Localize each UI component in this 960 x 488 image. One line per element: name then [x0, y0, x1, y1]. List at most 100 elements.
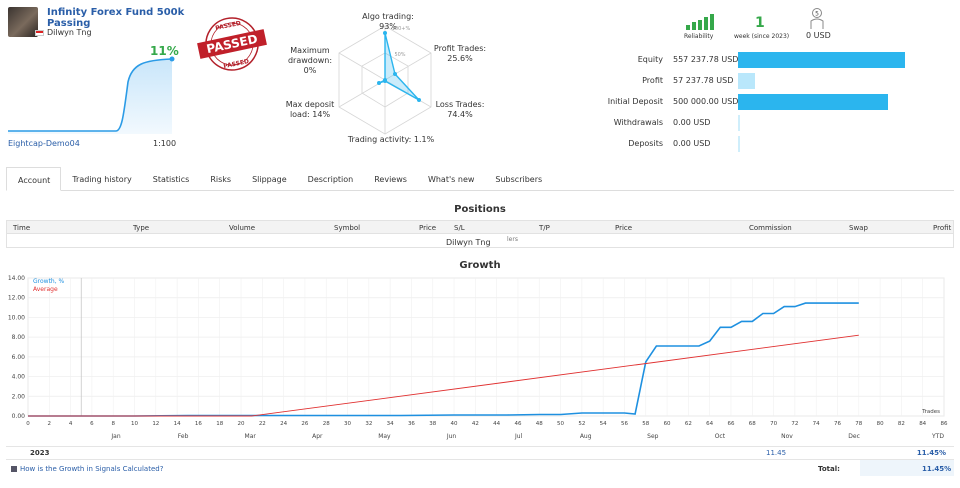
finance-row-deposits: Deposits 0.00 USD	[600, 136, 940, 152]
plot-frame	[27, 277, 945, 417]
column-header-t-p[interactable]: T/P	[539, 224, 550, 232]
tab-statistics[interactable]: Statistics	[152, 175, 190, 184]
x-tick-label: 46	[514, 421, 521, 427]
x-tick-label: 20	[238, 421, 245, 427]
tab-account[interactable]: Account	[6, 167, 62, 191]
account-server-link[interactable]: Eightcap-Demo04	[8, 139, 80, 148]
x-tick-label: 24	[280, 421, 287, 427]
month-label: Jun	[446, 433, 457, 440]
finance-label: Deposits	[628, 139, 663, 148]
finance-row-profit: Profit 57 237.78 USD	[600, 73, 940, 89]
x-tick-label: 80	[877, 421, 884, 427]
x-tick-label: 84	[919, 421, 926, 427]
series-line-growth	[28, 302, 859, 417]
x-tick-label: 78	[855, 421, 862, 427]
finance-bar	[738, 73, 756, 89]
author-name[interactable]: Dilwyn Tng	[47, 28, 92, 37]
x-tick-label: 4	[69, 421, 73, 427]
growth-calc-link[interactable]: How is the Growth in Signals Calculated?	[11, 465, 163, 473]
x-tick-label: 68	[749, 421, 756, 427]
tab-what-s-new[interactable]: What's new	[427, 175, 475, 184]
positions-title: Positions	[454, 204, 506, 215]
x-tick-label: 2	[48, 421, 52, 427]
finance-value: 557 237.78 USD	[673, 55, 739, 64]
growth-percent: 11%	[150, 44, 179, 58]
x-tick-label: 64	[706, 421, 713, 427]
avatar	[8, 7, 38, 37]
finance-label: Profit	[642, 76, 663, 85]
growth-calc-link-text[interactable]: How is the Growth in Signals Calculated?	[20, 465, 164, 473]
column-header-profit[interactable]: Profit	[933, 224, 952, 232]
y-tick-label: 12.00	[8, 295, 25, 302]
column-header-time[interactable]: Time	[13, 224, 31, 232]
y-tick-label: 14.00	[8, 275, 25, 282]
finance-value: 500 000.00 USD	[673, 97, 739, 106]
y-tick-label: 10.00	[8, 314, 25, 321]
x-tick-label: 34	[387, 421, 394, 427]
column-header-commission[interactable]: Commission	[749, 224, 792, 232]
subscribers-person-icon: 5	[810, 8, 824, 29]
x-tick-label: 28	[323, 421, 330, 427]
column-header-swap[interactable]: Swap	[849, 224, 868, 232]
x-tick-label: 30	[344, 421, 351, 427]
total-label: Total:	[818, 465, 840, 473]
total-value: 11.45%	[922, 465, 952, 473]
column-header-price[interactable]: Price	[419, 224, 437, 232]
column-header-volume[interactable]: Volume	[229, 224, 256, 232]
x-tick-label: 40	[451, 421, 458, 427]
finance-label: Equity	[637, 55, 663, 64]
month-label: Aug	[580, 433, 592, 440]
x-tick-label: 22	[259, 421, 266, 427]
positions-table-header: Time Type Volume Symbol Price S/L T/P Price Comm…	[6, 220, 954, 234]
tab-risks[interactable]: Risks	[210, 175, 232, 184]
tab-trading-history[interactable]: Trading history	[72, 175, 132, 184]
x-tick-label: 16	[195, 421, 202, 427]
flag-icon	[35, 30, 44, 36]
year-month-value: 11.45	[766, 449, 787, 457]
column-header-s-l[interactable]: S/L	[454, 224, 465, 232]
signal-subtitle: Passing	[47, 18, 91, 29]
month-label: May	[378, 433, 391, 440]
x-tick-label: 50	[557, 421, 564, 427]
column-header-price[interactable]: Price	[615, 224, 633, 232]
x-tick-label: 58	[642, 421, 649, 427]
y-tick-label: 4.00	[12, 374, 26, 381]
x-tick-label: 10	[131, 421, 138, 427]
tab-subscribers[interactable]: Subscribers	[495, 175, 543, 184]
subscription-price: 0 USD	[806, 31, 831, 40]
positions-table-body	[6, 234, 954, 248]
month-label: Oct	[715, 433, 726, 440]
x-tick-label: 18	[216, 421, 223, 427]
finance-bar	[738, 52, 905, 68]
x-tick-label: 42	[472, 421, 479, 427]
x-tick-label: 26	[301, 421, 308, 427]
tab-reviews[interactable]: Reviews	[374, 175, 407, 184]
column-header-symbol[interactable]: Symbol	[334, 224, 361, 232]
x-tick-label: 6	[90, 421, 94, 427]
finance-bar	[738, 115, 740, 131]
month-label: Mar	[245, 433, 257, 440]
x-axis-label: Trades	[921, 409, 940, 415]
month-label: Dec	[848, 433, 860, 440]
radar-tick-50: 50%	[394, 52, 406, 58]
reliability-bars-icon	[686, 14, 714, 30]
subscribers-count: 5	[815, 11, 819, 18]
month-label: Sep	[647, 433, 659, 440]
column-header-type[interactable]: Type	[133, 224, 150, 232]
tab-description[interactable]: Description	[307, 175, 354, 184]
x-tick-label: 36	[408, 421, 415, 427]
tab-slippage[interactable]: Slippage	[252, 175, 287, 184]
finance-row-withdrawals: Withdrawals 0.00 USD	[600, 115, 940, 131]
mini-growth-chart	[8, 56, 175, 134]
x-tick-label: 74	[813, 421, 820, 427]
x-tick-label: 62	[685, 421, 692, 427]
radar-label-algo: Algo trading: 93%	[362, 12, 414, 31]
finance-label: Initial Deposit	[607, 97, 663, 106]
series-line-average	[28, 334, 859, 417]
y-tick-label: 8.00	[12, 334, 26, 341]
signal-title[interactable]: Infinity Forex Fund 500k	[47, 7, 185, 18]
x-tick-label: 70	[770, 421, 777, 427]
radar-tick-100: 100+%	[391, 26, 411, 32]
radar-label-activity: Trading activity: 1.1%	[347, 135, 435, 144]
